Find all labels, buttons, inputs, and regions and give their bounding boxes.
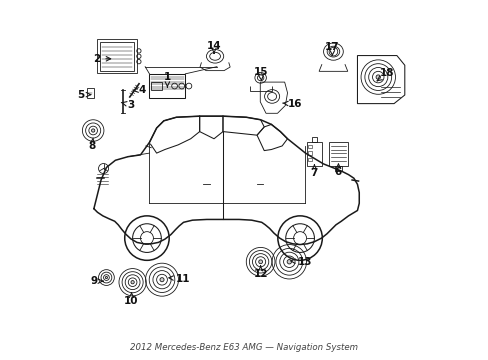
- Text: 15: 15: [253, 67, 267, 81]
- Text: 2012 Mercedes-Benz E63 AMG — Navigation System: 2012 Mercedes-Benz E63 AMG — Navigation …: [130, 343, 358, 352]
- Text: 6: 6: [334, 164, 342, 177]
- Text: 17: 17: [325, 42, 339, 55]
- Text: 18: 18: [376, 68, 394, 81]
- Bar: [149, 74, 185, 98]
- Bar: [151, 82, 162, 90]
- Text: 4: 4: [133, 85, 146, 95]
- Bar: [311, 137, 317, 142]
- Text: 8: 8: [88, 138, 96, 151]
- Text: 1: 1: [163, 72, 171, 87]
- Circle shape: [91, 129, 95, 132]
- Text: 13: 13: [290, 257, 311, 267]
- Text: 14: 14: [206, 41, 221, 53]
- Text: 7: 7: [310, 165, 318, 178]
- Text: 12: 12: [253, 266, 267, 279]
- Text: 5: 5: [78, 90, 91, 100]
- Text: 10: 10: [124, 293, 139, 306]
- Bar: [334, 166, 341, 171]
- Circle shape: [258, 260, 262, 264]
- Bar: [308, 158, 311, 161]
- Circle shape: [105, 276, 107, 279]
- Bar: [328, 142, 347, 166]
- Text: 11: 11: [168, 274, 190, 284]
- Bar: [100, 42, 134, 71]
- Bar: [86, 88, 94, 98]
- Text: 16: 16: [282, 99, 302, 109]
- Text: 2: 2: [93, 54, 110, 64]
- Circle shape: [160, 278, 164, 282]
- Bar: [308, 151, 311, 155]
- Bar: [308, 145, 311, 148]
- Bar: [306, 142, 321, 166]
- Bar: [97, 39, 137, 73]
- Circle shape: [131, 280, 134, 284]
- Circle shape: [286, 260, 291, 264]
- Text: 3: 3: [121, 100, 134, 110]
- Text: 9: 9: [90, 276, 103, 286]
- Circle shape: [375, 75, 380, 79]
